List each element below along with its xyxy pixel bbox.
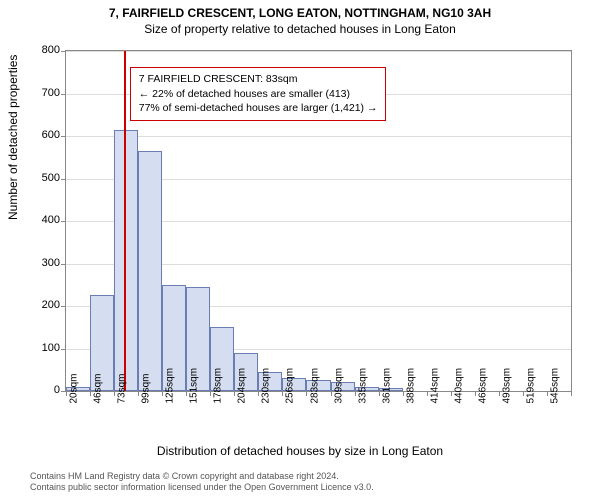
y-tick-label: 700 <box>20 87 60 99</box>
histogram-bar <box>138 151 162 391</box>
y-tick-label: 500 <box>20 172 60 184</box>
y-tick-label: 200 <box>20 299 60 311</box>
annotation-line: ← 22% of detached houses are smaller (41… <box>139 87 378 102</box>
attribution-line-2: Contains public sector information licen… <box>30 482 374 494</box>
histogram-chart: 7 FAIRFIELD CRESCENT: 83sqm← 22% of deta… <box>65 50 572 392</box>
marker-line <box>124 51 126 391</box>
attribution: Contains HM Land Registry data © Crown c… <box>30 471 374 494</box>
y-tick-label: 100 <box>20 342 60 354</box>
y-tick-label: 400 <box>20 214 60 226</box>
y-axis-label: Number of detached properties <box>6 55 20 220</box>
page-title-1: 7, FAIRFIELD CRESCENT, LONG EATON, NOTTI… <box>0 0 600 20</box>
annotation-line: 7 FAIRFIELD CRESCENT: 83sqm <box>139 72 378 87</box>
annotation-box: 7 FAIRFIELD CRESCENT: 83sqm← 22% of deta… <box>130 67 387 121</box>
page-title-2: Size of property relative to detached ho… <box>0 20 600 36</box>
y-tick-label: 300 <box>20 257 60 269</box>
y-tick-label: 800 <box>20 44 60 56</box>
y-tick-label: 600 <box>20 129 60 141</box>
y-tick-label: 0 <box>20 384 60 396</box>
attribution-line-1: Contains HM Land Registry data © Crown c… <box>30 471 374 483</box>
annotation-line: 77% of semi-detached houses are larger (… <box>139 101 378 116</box>
histogram-bar <box>114 130 138 391</box>
x-axis-label: Distribution of detached houses by size … <box>0 444 600 458</box>
